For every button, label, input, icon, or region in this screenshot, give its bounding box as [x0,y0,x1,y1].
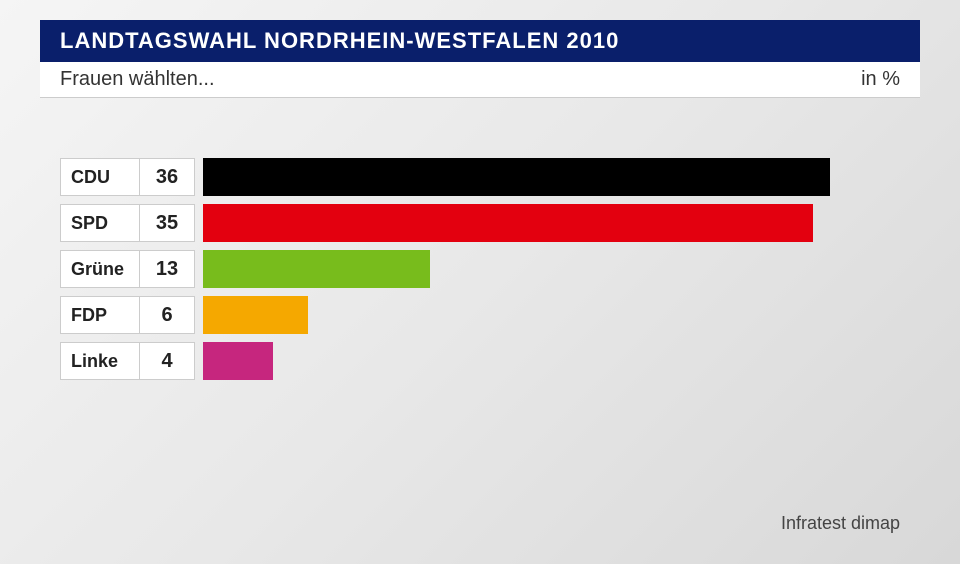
bar-row: Linke 4 [60,342,900,380]
bar-container [203,296,900,334]
bar-fill-linke [203,342,273,380]
bar-container [203,158,900,196]
bar-row: CDU 36 [60,158,900,196]
bar-container [203,204,900,242]
value-label-linke: 4 [140,342,195,380]
bar-row: SPD 35 [60,204,900,242]
bar-fill-spd [203,204,813,242]
subtitle-row: Frauen wählten... in % [40,62,920,98]
value-label-gruene: 13 [140,250,195,288]
party-label-fdp: FDP [60,296,140,334]
bar-fill-gruene [203,250,430,288]
value-label-cdu: 36 [140,158,195,196]
bar-row: Grüne 13 [60,250,900,288]
party-label-linke: Linke [60,342,140,380]
bar-container [203,250,900,288]
party-label-spd: SPD [60,204,140,242]
value-label-fdp: 6 [140,296,195,334]
bar-row: FDP 6 [60,296,900,334]
source-label: Infratest dimap [781,513,900,534]
party-label-cdu: CDU [60,158,140,196]
header-title: LANDTAGSWAHL NORDRHEIN-WESTFALEN 2010 [40,20,920,62]
bar-fill-fdp [203,296,308,334]
value-label-spd: 35 [140,204,195,242]
bar-fill-cdu [203,158,830,196]
subtitle-left: Frauen wählten... [60,68,215,91]
party-label-gruene: Grüne [60,250,140,288]
bar-chart: CDU 36 SPD 35 Grüne 13 FDP 6 Linke 4 [60,158,900,380]
bar-container [203,342,900,380]
subtitle-right: in % [861,68,900,91]
